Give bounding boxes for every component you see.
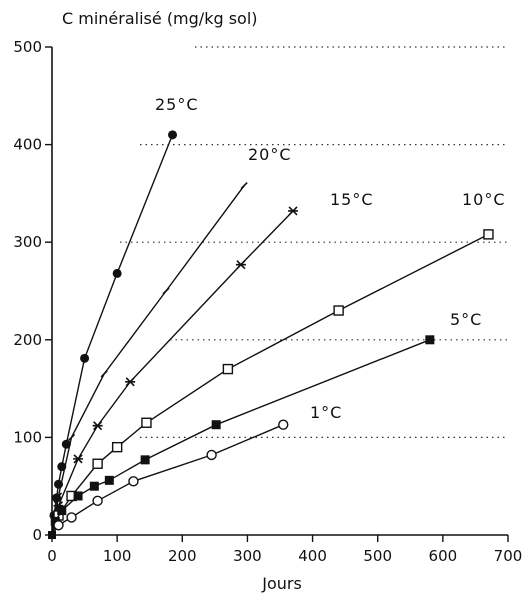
x-axis-label: Jours <box>261 574 302 593</box>
tick-labels: 0 100 200 300 400 500 0 100 200 300 400 500 600 700 <box>13 38 522 565</box>
x-tick-label: 500 <box>363 547 392 565</box>
data-point <box>222 363 234 375</box>
data-point <box>288 206 299 216</box>
series-line <box>51 185 245 536</box>
y-tick-label: 100 <box>13 428 42 446</box>
series-5 <box>51 419 289 536</box>
data-point <box>240 182 248 190</box>
data-point <box>73 454 84 464</box>
series-label: 15°C <box>330 190 374 209</box>
data-point <box>140 455 150 465</box>
data-point <box>57 506 67 516</box>
y-tick-label: 500 <box>13 38 42 56</box>
x-tick-label: 0 <box>47 547 57 565</box>
series-lines <box>48 130 494 539</box>
origin-point <box>48 531 56 539</box>
y-tick-label: 400 <box>13 136 42 154</box>
x-tick-label: 400 <box>298 547 327 565</box>
data-point <box>278 419 289 430</box>
data-point <box>61 439 71 449</box>
data-point <box>67 433 76 441</box>
data-point <box>80 353 90 363</box>
data-point <box>333 305 344 316</box>
series-line <box>51 210 294 536</box>
x-tick-label: 100 <box>103 547 132 565</box>
y-axis-label: C minéralisé (mg/kg sol) <box>62 9 258 28</box>
data-point <box>54 492 63 500</box>
x-tick-label: 300 <box>233 547 262 565</box>
data-point <box>483 229 494 240</box>
data-point <box>168 130 178 140</box>
data-point <box>211 420 221 430</box>
data-point <box>125 377 136 387</box>
y-tick-label: 0 <box>32 526 42 544</box>
series-line <box>51 339 431 536</box>
series-labels: 25°C 20°C 15°C 10°C 5°C 1°C <box>155 95 506 422</box>
series-label: 20°C <box>248 145 292 164</box>
data-point <box>112 268 122 278</box>
data-point <box>206 449 217 461</box>
data-point <box>111 441 123 453</box>
axes <box>45 46 509 542</box>
series-0 <box>49 130 178 536</box>
series-2 <box>51 206 299 536</box>
series-4 <box>50 335 435 536</box>
series-line <box>51 134 174 536</box>
x-tick-label: 700 <box>494 547 523 565</box>
data-point <box>235 260 246 270</box>
data-point <box>425 335 435 345</box>
grid-lines <box>120 46 508 438</box>
y-tick-label: 300 <box>13 233 42 251</box>
data-point <box>92 495 103 507</box>
x-tick-label: 600 <box>429 547 458 565</box>
data-point <box>104 475 114 485</box>
data-point <box>128 476 139 487</box>
series-1 <box>51 182 248 536</box>
data-point <box>89 481 99 491</box>
y-tick-label: 200 <box>13 331 42 349</box>
x-tick-label: 200 <box>168 547 197 565</box>
series-label: 25°C <box>155 95 199 114</box>
data-point <box>92 458 103 469</box>
data-point <box>100 370 108 378</box>
series-3 <box>51 229 494 536</box>
data-point <box>66 512 77 523</box>
data-point <box>92 421 103 431</box>
data-point <box>141 417 152 428</box>
data-point <box>162 287 170 295</box>
data-point <box>53 520 64 531</box>
series-line <box>51 424 284 536</box>
series-label: 10°C <box>462 190 506 209</box>
data-point <box>73 491 83 501</box>
series-label: 1°C <box>310 403 342 422</box>
series-label: 5°C <box>450 310 482 329</box>
